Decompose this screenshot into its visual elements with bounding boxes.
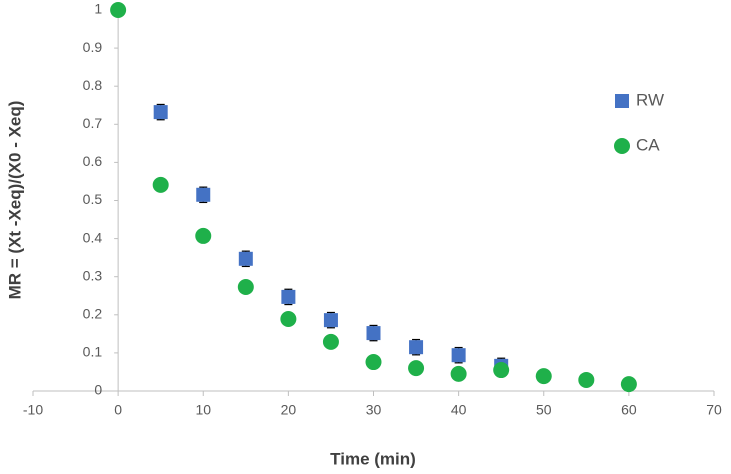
x-tick-label: 50 [536,402,552,418]
point [578,371,595,388]
point [322,333,339,350]
point [152,176,169,193]
y-tick-label: 0.5 [83,191,103,207]
point [323,313,338,328]
y-tick-label: 0.9 [83,39,103,55]
y-tick-label: 0.6 [83,153,103,169]
point [450,365,467,382]
y-tick-label: 0.4 [83,229,103,245]
y-tick-label: 1 [94,1,102,17]
y-tick-label: 0.7 [83,115,103,131]
x-tick-label: -10 [23,402,43,418]
point [493,362,510,379]
y-tick-label: 0.8 [83,77,103,93]
point [366,326,381,341]
legend-marker [615,94,629,108]
legend-marker [614,138,630,154]
x-tick-label: 10 [195,402,211,418]
point [365,354,382,371]
y-tick-label: 0.2 [83,306,103,322]
point [535,368,552,385]
y-tick-label: 0.1 [83,344,103,360]
x-axis-label: Time (min) [330,449,416,468]
x-tick-label: 70 [706,402,722,418]
legend-label: CA [636,135,660,154]
point [237,278,254,295]
y-axis-label: MR = (Xt -Xeq)/(X0 - Xeq) [5,101,24,300]
x-tick-label: 0 [114,402,122,418]
y-tick-label: 0 [94,382,102,398]
point [110,2,127,18]
point [238,251,253,266]
x-tick-label: 60 [621,402,637,418]
point [408,360,425,377]
point [153,105,168,120]
point [620,376,637,393]
point [195,227,212,244]
y-tick-label: 0.3 [83,267,103,283]
point [280,310,297,327]
point [196,187,211,202]
x-tick-label: 40 [451,402,467,418]
legend-label: RW [636,90,664,109]
point [281,289,296,304]
point [409,340,424,355]
x-tick-label: 30 [366,402,382,418]
point [451,348,466,363]
x-tick-label: 20 [281,402,297,418]
